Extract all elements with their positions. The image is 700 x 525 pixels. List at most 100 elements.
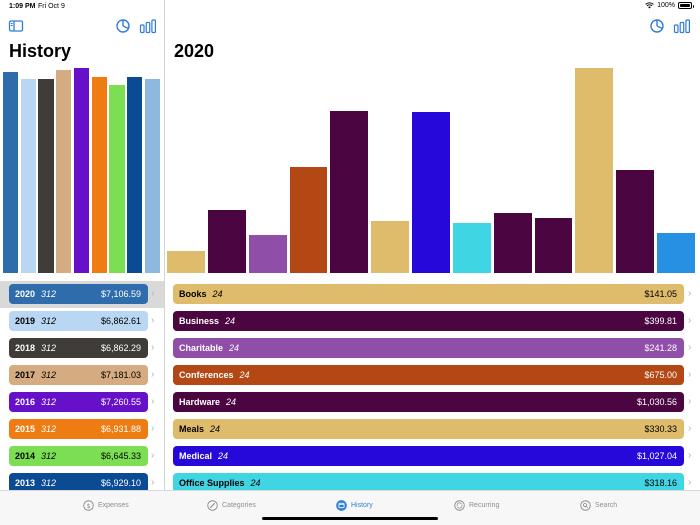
sidebar-bar <box>91 77 107 273</box>
category-row-books[interactable]: Books 24 $141.05 <box>173 284 684 304</box>
tab-recurring-label: Recurring <box>469 502 500 509</box>
category-name: Conferences <box>179 370 234 380</box>
status-time: 1:09 PM <box>9 3 36 10</box>
sidebar-bar <box>109 85 125 273</box>
year-row-2016[interactable]: 2016 312 $7,260.55 <box>9 392 148 412</box>
category-row-charitable[interactable]: Charitable 24 $241.28 <box>173 338 684 358</box>
category-row-meals[interactable]: Meals 24 $330.33 <box>173 419 684 439</box>
svg-text:$: $ <box>86 502 90 510</box>
category-row-business[interactable]: Business 24 $399.81 <box>173 311 684 331</box>
category-row-hardware[interactable]: Hardware 24 $1,030.56 <box>173 392 684 412</box>
main-pie-chart-icon[interactable] <box>649 18 665 34</box>
tag-circle-icon <box>207 500 218 511</box>
chevron-right-icon: › <box>151 477 155 488</box>
category-amount: $399.81 <box>644 316 677 326</box>
year-label: 2015 <box>15 424 36 434</box>
chevron-right-icon: › <box>688 423 692 434</box>
tab-history[interactable]: History <box>336 500 373 511</box>
status-date: Fri Oct 9 <box>38 3 65 10</box>
category-amount: $1,027.04 <box>636 451 677 461</box>
calendar-circle-icon <box>336 500 347 511</box>
category-count: 24 <box>212 289 223 299</box>
chevron-right-icon: › <box>151 450 155 461</box>
chevron-right-icon: › <box>151 342 155 353</box>
category-bar <box>248 235 287 273</box>
sidebar-bar-chart <box>3 66 160 273</box>
category-name: Meals <box>179 424 205 434</box>
year-amount: $7,260.55 <box>100 397 141 407</box>
chevron-right-icon: › <box>688 450 692 461</box>
year-row-2015[interactable]: 2015 312 $6,931.88 <box>9 419 148 439</box>
category-row-medical[interactable]: Medical 24 $1,027.04 <box>173 446 684 466</box>
year-amount: $6,645.33 <box>100 451 141 461</box>
category-name: Books <box>179 289 207 299</box>
category-name: Medical <box>179 451 213 461</box>
category-bar <box>289 167 328 273</box>
chevron-right-icon: › <box>151 369 155 380</box>
chevron-right-icon: › <box>688 477 692 488</box>
year-count: 312 <box>41 370 57 380</box>
year-count: 312 <box>41 289 57 299</box>
year-amount: $7,106.59 <box>100 289 141 299</box>
category-count: 24 <box>229 343 240 353</box>
category-amount: $141.05 <box>644 289 677 299</box>
category-name: Charitable <box>179 343 224 353</box>
main-bar-chart-icon[interactable] <box>673 18 691 34</box>
home-indicator <box>262 517 438 520</box>
year-label: 2014 <box>15 451 36 461</box>
year-label: 2016 <box>15 397 36 407</box>
category-row-conferences[interactable]: Conferences 24 $675.00 <box>173 365 684 385</box>
category-count: 24 <box>239 370 250 380</box>
year-row-2014[interactable]: 2014 312 $6,645.33 <box>9 446 148 466</box>
category-name: Hardware <box>179 397 221 407</box>
category-count: 24 <box>210 424 221 434</box>
bar-chart-icon[interactable] <box>139 18 157 34</box>
category-bar <box>616 170 655 273</box>
year-label: 2017 <box>15 370 36 380</box>
year-row-2019[interactable]: 2019 312 $6,862.61 <box>9 311 148 331</box>
category-name: Business <box>179 316 220 326</box>
year-label: 2019 <box>15 316 36 326</box>
year-amount: $6,931.88 <box>100 424 141 434</box>
battery-percent: 100% <box>657 2 675 9</box>
year-label: 2020 <box>15 289 36 299</box>
battery-icon <box>678 2 694 9</box>
category-bar <box>167 251 205 273</box>
chevron-right-icon: › <box>151 315 155 326</box>
year-count: 312 <box>41 397 57 407</box>
dollar-circle-icon: $ <box>83 500 94 511</box>
year-row-2017[interactable]: 2017 312 $7,181.03 <box>9 365 148 385</box>
category-amount: $318.16 <box>644 478 677 488</box>
category-bar <box>657 233 695 273</box>
wifi-icon <box>645 2 654 9</box>
tab-expenses[interactable]: $ Expenses <box>83 500 129 511</box>
sidebar-bar <box>56 70 72 273</box>
category-count: 24 <box>226 397 237 407</box>
year-count: 312 <box>41 424 57 434</box>
chevron-right-icon: › <box>688 396 692 407</box>
category-bar <box>371 221 410 273</box>
category-row-office-supplies[interactable]: Office Supplies 24 $318.16 <box>173 473 684 493</box>
sidebar-title: History <box>9 41 72 61</box>
tab-recurring[interactable]: Recurring <box>454 500 499 511</box>
repeat-circle-icon <box>454 500 465 511</box>
year-count: 312 <box>41 451 57 461</box>
pie-chart-icon[interactable] <box>115 18 131 34</box>
category-bar <box>412 112 450 273</box>
category-bar <box>452 223 491 273</box>
category-bar <box>207 210 246 273</box>
category-bar <box>493 213 532 273</box>
year-row-2020[interactable]: 2020 312 $7,106.59 <box>9 284 148 304</box>
category-count: 24 <box>225 316 236 326</box>
sidebar-bar <box>73 68 90 273</box>
sidebar-bar <box>144 79 160 273</box>
chevron-right-icon: › <box>151 288 155 299</box>
category-count: 24 <box>250 478 261 488</box>
sidebar-bar <box>127 77 143 273</box>
chevron-right-icon: › <box>151 423 155 434</box>
tab-search[interactable]: Search <box>580 500 617 511</box>
sidebar-toggle-icon[interactable] <box>8 18 24 34</box>
year-row-2018[interactable]: 2018 312 $6,862.29 <box>9 338 148 358</box>
tab-categories[interactable]: Categories <box>207 500 256 511</box>
year-row-2013[interactable]: 2013 312 $6,929.10 <box>9 473 148 493</box>
